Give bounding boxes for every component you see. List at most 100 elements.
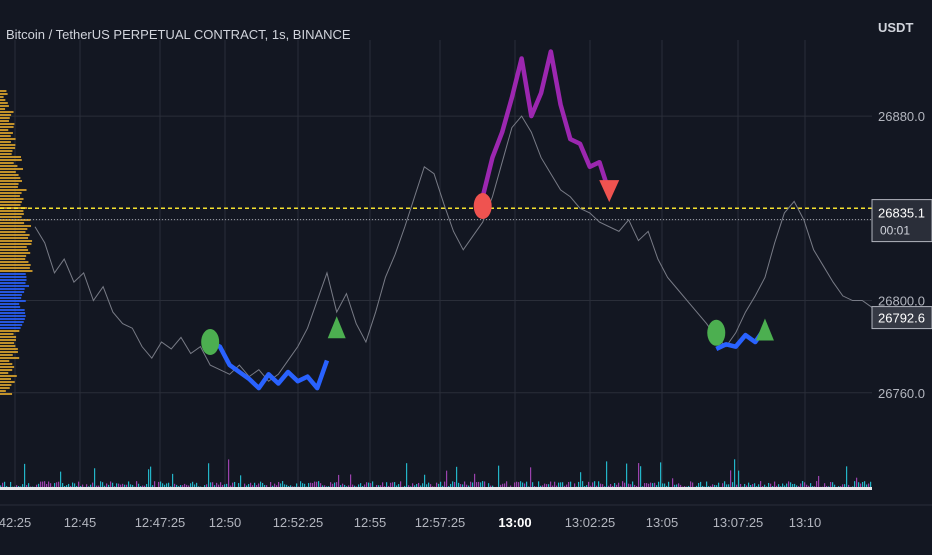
volume-bar — [404, 486, 405, 487]
volume-bar — [768, 483, 769, 487]
volume-bar — [534, 486, 535, 487]
volume-bar — [406, 463, 407, 487]
volume-bar — [824, 483, 825, 487]
volume-profile-bar — [0, 357, 19, 359]
volume-bar — [650, 483, 651, 487]
volume-bar — [832, 482, 833, 487]
volume-profile-bar — [0, 270, 32, 272]
volume-bar — [128, 481, 129, 487]
volume-bar — [762, 486, 763, 487]
volume-bar — [246, 485, 247, 487]
volume-bar — [550, 482, 551, 487]
volume-bar — [378, 485, 379, 487]
volume-bar — [196, 483, 197, 487]
volume-profile-bar — [0, 210, 23, 212]
volume-bar — [554, 482, 555, 487]
volume-profile-bar — [0, 186, 18, 188]
price-line — [35, 116, 872, 381]
volume-bar — [848, 485, 849, 487]
volume-bar — [348, 485, 349, 487]
volume-bar — [330, 482, 331, 487]
volume-profile-bar — [0, 180, 22, 182]
volume-bar — [392, 482, 393, 487]
volume-bar — [564, 486, 565, 487]
volume-bar — [528, 486, 529, 487]
volume-bar — [6, 486, 7, 487]
volume-bar — [714, 485, 715, 487]
volume-bar — [270, 482, 271, 487]
volume-bar — [862, 482, 863, 487]
volume-bar — [784, 485, 785, 487]
volume-bar — [460, 484, 461, 487]
volume-bar — [216, 483, 217, 487]
volume-bar — [416, 484, 417, 487]
volume-bar — [340, 485, 341, 487]
volume-bar — [410, 486, 411, 487]
volume-profile-bar — [0, 330, 19, 332]
volume-bar — [352, 485, 353, 487]
volume-bar — [220, 482, 221, 487]
volume-bar — [588, 482, 589, 487]
volume-bar — [750, 485, 751, 487]
volume-bars — [0, 459, 872, 490]
volume-profile-bar — [0, 162, 14, 164]
volume-bar — [856, 478, 857, 487]
volume-bar — [666, 486, 667, 487]
sell-signal-circle — [474, 193, 492, 219]
volume-bar — [364, 485, 365, 487]
volume-bar — [58, 482, 59, 487]
volume-bar — [272, 486, 273, 487]
volume-bar — [758, 484, 759, 487]
volume-bar — [0, 485, 1, 487]
volume-bar — [754, 483, 755, 487]
volume-bar — [390, 483, 391, 487]
volume-bar — [690, 481, 691, 487]
volume-bar — [18, 486, 19, 487]
volume-profile-bar — [0, 297, 21, 299]
volume-bar — [148, 469, 149, 487]
volume-profile-bar — [0, 114, 11, 116]
volume-profile-bar — [0, 108, 5, 110]
volume-bar — [606, 461, 607, 487]
volume-bar — [736, 485, 737, 487]
volume-bar — [636, 486, 637, 487]
volume-bar — [336, 482, 337, 487]
volume-bar — [194, 484, 195, 487]
volume-profile-bar — [0, 96, 4, 98]
buy-signal-circle — [201, 329, 219, 355]
volume-bar — [594, 481, 595, 487]
volume-bar — [308, 483, 309, 487]
volume-bar — [732, 482, 733, 487]
volume-bar — [748, 483, 749, 487]
volume-profile-bar — [0, 153, 12, 155]
volume-bar — [326, 486, 327, 487]
volume-bar — [688, 486, 689, 487]
volume-bar — [104, 486, 105, 487]
volume-bar — [20, 486, 21, 487]
volume-bar — [302, 483, 303, 487]
volume-bar — [622, 481, 623, 487]
volume-bar — [210, 482, 211, 487]
volume-profile-bar — [0, 237, 28, 239]
volume-bar — [328, 486, 329, 487]
volume-bar — [778, 484, 779, 487]
currency-label[interactable]: USDT — [878, 20, 913, 35]
volume-bar — [142, 486, 143, 487]
volume-bar — [250, 483, 251, 487]
volume-bar — [864, 481, 865, 487]
volume-bar — [258, 484, 259, 487]
volume-bar — [344, 485, 345, 487]
volume-bar — [400, 481, 401, 487]
volume-bar — [54, 483, 55, 487]
volume-bar — [484, 481, 485, 487]
volume-bar — [480, 482, 481, 487]
volume-bar — [470, 482, 471, 487]
volume-bar — [186, 485, 187, 487]
volume-bar — [118, 484, 119, 487]
volume-bar — [110, 481, 111, 487]
volume-bar — [764, 485, 765, 487]
